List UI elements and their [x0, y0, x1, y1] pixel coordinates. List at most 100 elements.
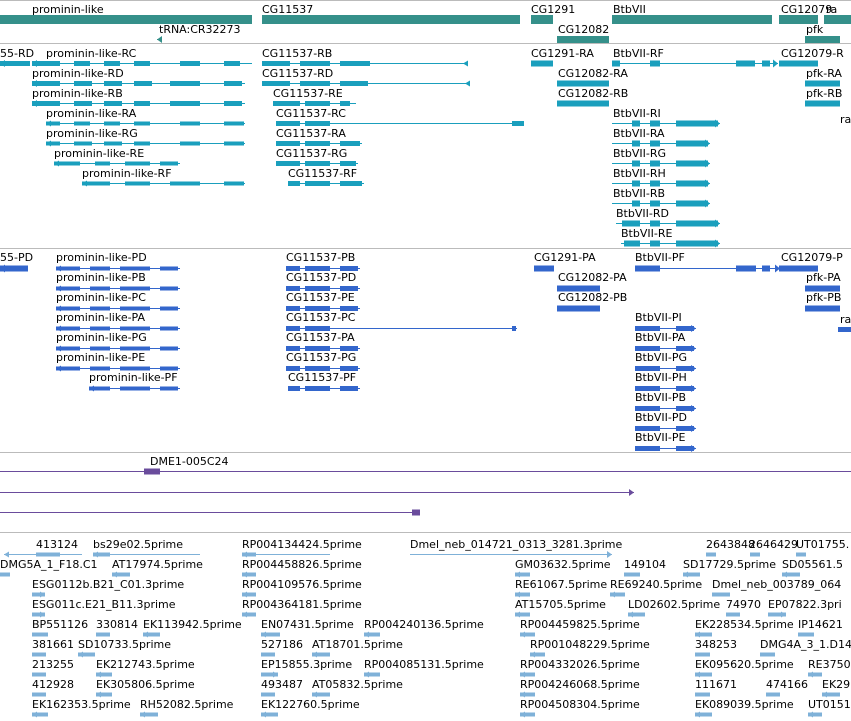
feature-est[interactable]: AT17974.5prime [112, 558, 203, 578]
feature-protein[interactable]: CG11537-PF [288, 371, 360, 391]
feature-protein[interactable]: prominin-like-PF [89, 371, 180, 392]
feature-est[interactable]: EP15855.3prime [261, 658, 352, 678]
feature-est[interactable]: RH52082.5prime [140, 698, 234, 718]
feature-gene[interactable]: pfk [805, 23, 840, 43]
feature-protein[interactable]: CG12079-P [779, 251, 843, 272]
feature-est[interactable]: bs29e02.5prime [93, 538, 200, 558]
feature-est[interactable]: AT18701.5prime [312, 638, 403, 658]
feature-est[interactable]: BP551126 [32, 618, 88, 637]
feature-est[interactable]: RP004134424.5prime [242, 538, 362, 558]
feature-protein[interactable]: pfk-PB [805, 291, 841, 312]
feature-gene[interactable]: CG12079 [779, 3, 832, 24]
feature-gene[interactable]: CG1291 [531, 3, 575, 24]
feature-protein[interactable]: CG11537-PA [286, 331, 360, 351]
feature-est[interactable]: EN07431.5prime [261, 618, 354, 638]
feature-transcript[interactable]: CG11537-RG [276, 147, 358, 166]
feature-protein[interactable]: BtbVII-PE [635, 431, 696, 452]
feature-transcript[interactable]: BtbVII-RA [612, 127, 710, 148]
feature-edge-fragment[interactable]: ra [840, 113, 851, 126]
feature-est[interactable]: RE61067.5prime [515, 578, 607, 598]
feature-est[interactable]: 348253 [695, 638, 737, 657]
feature-est[interactable]: 527186 [261, 638, 303, 657]
feature-transcript[interactable]: BtbVII-RE [621, 227, 720, 248]
feature-transcript[interactable]: BtbVII-RG [612, 147, 710, 168]
feature-transcript[interactable]: CG11537-RB [262, 47, 468, 67]
feature-protein[interactable]: BtbVII-PI [635, 311, 696, 332]
feature-protein[interactable]: BtbVII-PH [635, 371, 696, 392]
feature-est[interactable]: EK162353.5prime [32, 698, 131, 718]
feature-est[interactable]: 74970 [726, 598, 761, 617]
feature-est[interactable]: RP004332026.5prime [520, 658, 640, 678]
feature-est[interactable]: UT0151 [808, 698, 851, 718]
feature-protein[interactable]: prominin-like-PG [56, 331, 180, 352]
feature-est[interactable]: EK305806.5prime [96, 678, 195, 698]
feature-gene[interactable]: BtbVII [612, 3, 772, 24]
feature-edge-fragment[interactable]: ra [838, 313, 851, 332]
feature-protein[interactable]: CG12082-PB [557, 291, 627, 312]
feature-protein[interactable]: prominin-like-PC [56, 291, 180, 312]
feature-est[interactable]: EP07822.3pri [768, 598, 842, 618]
feature-transcript[interactable]: CG1291-RA [531, 47, 594, 67]
feature-transcript[interactable]: BtbVII-RD [616, 207, 720, 228]
feature-est[interactable]: DMG5A_1_F18.C1 [0, 558, 98, 577]
feature-est[interactable]: EK095620.5prime [695, 658, 794, 678]
feature-est[interactable]: IP14621 [798, 618, 843, 637]
feature-transcript[interactable]: BtbVII-RB [612, 187, 710, 208]
feature-est[interactable]: RP004364181.5prime [242, 598, 362, 618]
feature-est[interactable]: EK089039.5prime [695, 698, 794, 718]
feature-est[interactable]: RE3750 [808, 658, 851, 678]
feature-est[interactable]: RP004459825.5prime [520, 618, 640, 638]
feature-est[interactable]: RP004109576.5prime [242, 578, 362, 598]
feature-est[interactable]: EK113942.5prime [143, 618, 242, 638]
feature-est[interactable]: AT05832.5prime [312, 678, 403, 698]
feature-est[interactable]: EK122760.5prime [261, 698, 360, 718]
feature-est[interactable]: SD10733.5prime [78, 638, 171, 658]
feature-est[interactable]: RE69240.5prime [610, 578, 702, 598]
feature-protein[interactable]: CG1291-PA [534, 251, 596, 272]
feature-transcript[interactable]: CG12082-RA [557, 67, 628, 87]
feature-transcript[interactable]: pfk-RB [805, 87, 842, 107]
feature-clone[interactable] [0, 489, 634, 496]
feature-est[interactable]: GM03632.5prime [515, 558, 611, 578]
feature-transcript[interactable]: prominin-like-RG [46, 127, 245, 147]
feature-transcript[interactable]: prominin-like-RC [32, 47, 252, 67]
feature-est[interactable]: 412928 [32, 678, 74, 697]
feature-est[interactable]: 2643848 [706, 538, 755, 557]
feature-est[interactable]: EK228534.5prime [695, 618, 794, 638]
feature-transcript[interactable]: prominin-like-RE [54, 147, 180, 167]
feature-gene[interactable]: CG12082 [557, 23, 609, 43]
feature-protein[interactable]: BtbVII-PG [635, 351, 696, 372]
feature-transcript[interactable]: CG11537-RC [276, 107, 524, 126]
feature-protein[interactable]: 55-PD [0, 251, 33, 273]
feature-transcript[interactable]: BtbVII-RH [612, 167, 710, 188]
feature-est[interactable]: RP004508304.5prime [520, 698, 640, 718]
feature-transcript[interactable]: prominin-like-RA [46, 107, 245, 127]
feature-est[interactable]: ESG011c.E21_B11.3prime [32, 598, 176, 618]
feature-est[interactable]: RP004246068.5prime [520, 678, 640, 698]
feature-est[interactable]: RP004240136.5prime [364, 618, 484, 638]
feature-protein[interactable]: CG11537-PB [286, 251, 360, 271]
feature-gene[interactable]: prominin-like [0, 3, 252, 24]
feature-protein[interactable]: BtbVII-PF [635, 251, 780, 273]
feature-est[interactable]: 2646429 [749, 538, 798, 557]
feature-protein[interactable]: pfk-PA [805, 271, 841, 292]
feature-est[interactable]: 474166 [766, 678, 808, 697]
feature-transcript[interactable]: CG12082-RB [557, 87, 628, 107]
feature-est[interactable]: EK212743.5prime [96, 658, 195, 678]
feature-protein[interactable]: CG12082-PA [557, 271, 627, 292]
feature-est[interactable]: 213255 [32, 658, 74, 677]
feature-est[interactable]: Dmel_neb_014721_0313_3281.3prime [410, 538, 622, 558]
feature-est[interactable]: UT01755. [796, 538, 849, 557]
feature-est[interactable]: 149104 [624, 558, 666, 577]
feature-protein[interactable]: prominin-like-PB [56, 271, 180, 292]
feature-protein[interactable]: CG11537-PD [286, 271, 360, 291]
feature-gene[interactable]: ra [824, 3, 851, 24]
feature-est[interactable]: SD17729.5prime [683, 558, 776, 578]
feature-gene[interactable]: CG11537 [262, 3, 520, 24]
feature-protein[interactable]: BtbVII-PD [635, 411, 696, 432]
feature-protein[interactable]: prominin-like-PA [56, 311, 180, 332]
feature-est[interactable]: EK29 [822, 678, 850, 698]
feature-transcript[interactable]: CG11537-RA [276, 127, 362, 146]
feature-transcript[interactable]: 55-RD [0, 47, 34, 67]
feature-est[interactable]: LD02602.5prime [628, 598, 720, 618]
